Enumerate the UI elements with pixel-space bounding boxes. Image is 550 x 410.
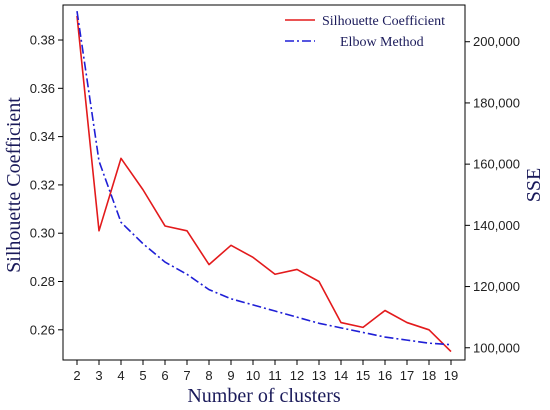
legend-label-elbow: Elbow Method	[340, 35, 424, 50]
x-tick-label: 3	[95, 368, 102, 383]
x-tick-label: 17	[400, 368, 414, 383]
y-left-tick-label: 0.34	[30, 129, 55, 144]
y-right-tick-label: 180,000	[473, 95, 520, 110]
plot-frame	[62, 4, 466, 361]
x-tick-label: 6	[161, 368, 168, 383]
y-left-tick-label: 0.32	[30, 177, 55, 192]
y-left-tick-label: 0.36	[30, 81, 55, 96]
x-axis-title: Number of clusters	[187, 385, 341, 407]
silhouette-line	[76, 15, 452, 353]
x-tick-label: 11	[268, 368, 282, 383]
y-right-tick-label: 120,000	[473, 279, 520, 294]
x-tick-label: 10	[246, 368, 260, 383]
x-tick-label: 7	[183, 368, 190, 383]
x-tick-label: 12	[290, 368, 304, 383]
y-right-tick-label: 100,000	[473, 340, 520, 355]
x-tick-label: 2	[73, 368, 80, 383]
x-tick-label: 19	[444, 368, 458, 383]
x-tick-label: 4	[117, 368, 124, 383]
x-tick-label: 18	[422, 368, 436, 383]
y-axis-left-title: Silhouette Coefficient	[3, 97, 25, 273]
x-tick-label: 13	[312, 368, 326, 383]
x-tick-label: 16	[378, 368, 392, 383]
y-right-tick-label: 200,000	[473, 34, 520, 49]
y-left-tick-label: 0.38	[30, 33, 55, 48]
legend-label-silhouette: Silhouette Coefficient	[322, 14, 445, 29]
y-axis-right-title: SSE	[523, 168, 545, 202]
y-right-tick-label: 160,000	[473, 157, 520, 172]
y-left-tick-label: 0.30	[30, 226, 55, 241]
x-tick-label: 8	[205, 368, 212, 383]
y-left-tick-label: 0.28	[30, 274, 55, 289]
x-tick-label: 14	[334, 368, 348, 383]
y-left-tick-label: 0.26	[30, 322, 55, 337]
x-tick-label: 9	[227, 368, 234, 383]
elbow-line	[76, 11, 452, 346]
y-right-tick-label: 140,000	[473, 218, 520, 233]
legend: Silhouette Coefficient Elbow Method	[285, 14, 445, 50]
x-tick-label: 5	[139, 368, 146, 383]
x-tick-label: 15	[356, 368, 370, 383]
